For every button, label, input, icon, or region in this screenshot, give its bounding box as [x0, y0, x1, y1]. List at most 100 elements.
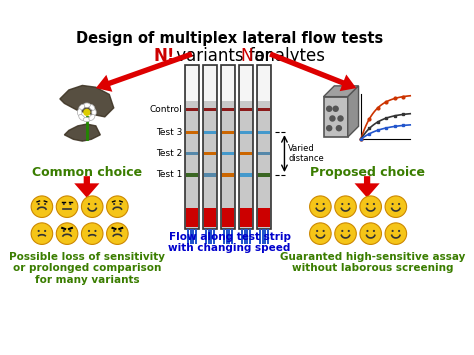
Bar [239, 131, 252, 134]
Circle shape [329, 115, 336, 122]
Bar [221, 65, 235, 229]
Text: Guaranted high-sensitive assay
without laborous screening: Guaranted high-sensitive assay without l… [280, 252, 465, 273]
Bar [205, 229, 207, 244]
Circle shape [88, 203, 90, 205]
Bar [257, 131, 270, 134]
Text: Proposed choice: Proposed choice [310, 166, 425, 179]
Circle shape [63, 230, 65, 232]
Circle shape [69, 203, 72, 205]
Bar [221, 131, 234, 134]
Bar [257, 66, 270, 101]
Circle shape [360, 223, 382, 245]
Text: Control: Control [149, 105, 182, 114]
Bar [186, 131, 198, 134]
Bar [231, 229, 233, 244]
Circle shape [119, 203, 122, 205]
Circle shape [385, 196, 407, 218]
Polygon shape [355, 176, 380, 198]
Circle shape [94, 203, 97, 205]
Polygon shape [74, 176, 100, 198]
Bar [238, 65, 253, 229]
Circle shape [326, 125, 332, 131]
Circle shape [326, 105, 332, 112]
Bar [186, 66, 198, 101]
Text: variants for: variants for [171, 47, 277, 65]
Circle shape [336, 125, 342, 131]
Ellipse shape [92, 109, 96, 116]
Circle shape [373, 203, 375, 205]
Bar [204, 152, 216, 155]
Polygon shape [60, 86, 114, 117]
Circle shape [398, 230, 400, 232]
Circle shape [310, 223, 331, 245]
Bar [239, 208, 252, 227]
Bar [221, 208, 234, 227]
Bar [213, 229, 215, 244]
Polygon shape [64, 124, 100, 141]
Bar [204, 66, 216, 101]
Circle shape [37, 203, 40, 205]
Bar [239, 66, 252, 101]
Bar [221, 66, 234, 101]
Bar [256, 65, 271, 229]
Text: Test 2: Test 2 [156, 149, 182, 158]
Polygon shape [269, 51, 356, 91]
Bar [185, 65, 199, 229]
Circle shape [366, 230, 369, 232]
Bar [262, 229, 264, 244]
Ellipse shape [89, 114, 95, 120]
Bar [204, 108, 216, 111]
Bar [190, 229, 191, 244]
Circle shape [56, 196, 78, 218]
Ellipse shape [83, 117, 91, 122]
Circle shape [348, 203, 350, 205]
Bar [257, 152, 270, 155]
Circle shape [82, 196, 103, 218]
Bar [192, 229, 194, 244]
Circle shape [83, 109, 91, 116]
Bar [228, 229, 230, 244]
Bar [239, 108, 252, 111]
Circle shape [348, 230, 350, 232]
Bar [204, 173, 216, 176]
Circle shape [37, 230, 40, 232]
Circle shape [335, 223, 356, 245]
Circle shape [31, 196, 53, 218]
Polygon shape [348, 86, 358, 137]
Bar [244, 229, 246, 244]
Bar [239, 173, 252, 176]
Circle shape [316, 230, 318, 232]
Ellipse shape [79, 114, 85, 120]
Bar [226, 229, 228, 244]
Circle shape [322, 230, 325, 232]
Text: N!: N! [153, 47, 175, 65]
Circle shape [113, 203, 115, 205]
Bar [186, 208, 198, 227]
Text: Design of multiplex lateral flow tests: Design of multiplex lateral flow tests [76, 31, 383, 46]
Circle shape [113, 230, 115, 232]
Circle shape [332, 105, 339, 112]
Bar [186, 173, 198, 176]
Circle shape [44, 203, 46, 205]
Bar [257, 208, 270, 227]
Bar [221, 173, 234, 176]
Polygon shape [324, 86, 358, 97]
Bar [204, 131, 216, 134]
Bar [249, 229, 251, 244]
Text: N: N [240, 47, 253, 65]
Text: Varied
distance: Varied distance [288, 144, 324, 163]
Circle shape [398, 203, 400, 205]
Circle shape [373, 230, 375, 232]
Circle shape [119, 230, 122, 232]
Circle shape [341, 230, 343, 232]
Circle shape [337, 115, 344, 122]
Circle shape [360, 196, 382, 218]
Bar [239, 152, 252, 155]
Bar [204, 208, 216, 227]
Bar [257, 108, 270, 111]
Bar [221, 152, 234, 155]
Circle shape [63, 203, 65, 205]
Bar [257, 173, 270, 176]
Bar [186, 108, 198, 111]
Bar [241, 229, 243, 244]
